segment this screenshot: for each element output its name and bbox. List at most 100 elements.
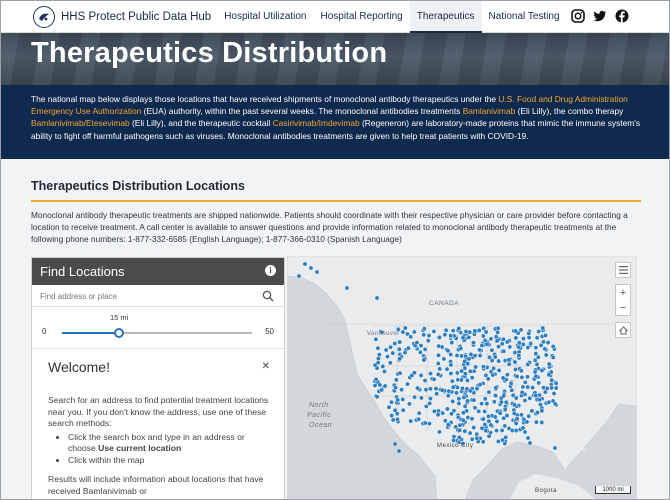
location-marker[interactable] [479,425,485,431]
location-marker[interactable] [454,352,460,358]
location-marker[interactable] [448,362,454,368]
location-marker[interactable] [392,341,398,346]
location-marker[interactable] [459,353,465,359]
location-marker[interactable] [382,383,388,389]
location-marker[interactable] [495,325,501,331]
location-marker[interactable] [553,385,559,391]
location-marker[interactable] [518,412,524,418]
location-marker[interactable] [417,349,423,355]
location-marker[interactable] [448,371,454,376]
location-marker[interactable] [379,329,385,335]
location-marker[interactable] [443,327,449,333]
location-marker[interactable] [509,387,515,393]
hhs-logo-icon[interactable] [33,5,55,28]
layers-menu-icon[interactable] [615,262,631,278]
location-marker[interactable] [375,356,381,362]
location-marker[interactable] [513,428,519,434]
location-marker[interactable] [543,332,548,338]
location-marker[interactable] [457,422,463,428]
location-marker[interactable] [536,329,542,334]
location-marker[interactable] [540,325,546,331]
location-marker[interactable] [529,408,535,414]
location-marker[interactable] [344,285,350,291]
location-marker[interactable] [552,445,558,451]
location-marker[interactable] [431,376,437,382]
location-marker[interactable] [495,438,501,444]
location-marker[interactable] [426,421,432,427]
location-marker[interactable] [546,361,552,367]
location-marker[interactable] [405,381,410,387]
location-marker[interactable] [482,338,488,343]
location-marker[interactable] [385,354,390,360]
location-marker[interactable] [496,367,502,373]
location-marker[interactable] [477,347,483,353]
location-marker[interactable] [462,428,468,434]
location-marker[interactable] [537,397,542,403]
location-marker[interactable] [535,354,541,360]
location-marker[interactable] [400,396,406,402]
location-marker[interactable] [483,329,489,335]
facebook-icon[interactable] [615,9,629,23]
location-marker[interactable] [513,366,518,372]
location-marker[interactable] [440,410,446,416]
location-marker[interactable] [454,390,459,396]
location-marker[interactable] [386,404,392,410]
location-marker[interactable] [472,405,478,411]
location-marker[interactable] [314,269,320,275]
instagram-icon[interactable] [571,9,585,23]
location-marker[interactable] [525,361,531,367]
location-marker[interactable] [492,414,498,420]
location-marker[interactable] [477,382,483,388]
location-marker[interactable] [476,327,482,333]
location-marker[interactable] [539,420,545,425]
location-marker[interactable] [481,364,486,370]
location-marker[interactable] [412,394,418,400]
location-marker[interactable] [466,356,472,362]
location-marker[interactable] [471,340,476,346]
location-marker[interactable] [423,403,429,409]
location-marker[interactable] [455,385,460,390]
slider-thumb[interactable] [114,328,124,338]
location-marker[interactable] [546,399,552,405]
location-marker[interactable] [502,423,508,429]
info-icon[interactable]: i [265,265,276,276]
location-marker[interactable] [449,340,455,346]
location-marker[interactable] [482,422,488,428]
location-marker[interactable] [467,430,473,436]
location-marker[interactable] [498,399,504,405]
site-brand[interactable]: HHS Protect Public Data Hub [61,10,212,23]
location-marker[interactable] [536,380,542,386]
location-marker[interactable] [511,410,517,416]
location-marker[interactable] [421,357,427,363]
location-marker[interactable] [492,354,498,360]
location-marker[interactable] [514,374,520,379]
home-icon[interactable] [615,322,631,338]
location-marker[interactable] [494,418,500,424]
address-search-input[interactable] [32,285,262,307]
location-marker[interactable] [550,354,556,360]
location-marker[interactable] [456,326,462,332]
location-marker[interactable] [551,391,557,396]
location-marker[interactable] [525,374,530,380]
location-marker[interactable] [423,387,429,393]
location-marker[interactable] [488,336,494,342]
location-marker[interactable] [463,329,469,334]
location-marker[interactable] [510,392,516,398]
location-marker[interactable] [302,261,308,267]
location-marker[interactable] [439,387,445,393]
location-marker[interactable] [522,379,528,385]
location-marker[interactable] [446,388,452,394]
location-marker[interactable] [500,336,506,342]
location-marker[interactable] [404,331,410,337]
location-marker[interactable] [415,385,420,391]
nav-link-hospital-reporting[interactable]: Hospital Reporting [320,10,403,22]
location-marker[interactable] [482,409,488,414]
location-marker[interactable] [308,265,314,271]
location-marker[interactable] [460,417,466,423]
location-marker[interactable] [493,334,499,340]
location-marker[interactable] [396,448,402,454]
location-marker[interactable] [480,333,486,339]
location-marker[interactable] [496,344,502,350]
location-marker[interactable] [422,420,428,426]
location-marker[interactable] [503,434,509,440]
